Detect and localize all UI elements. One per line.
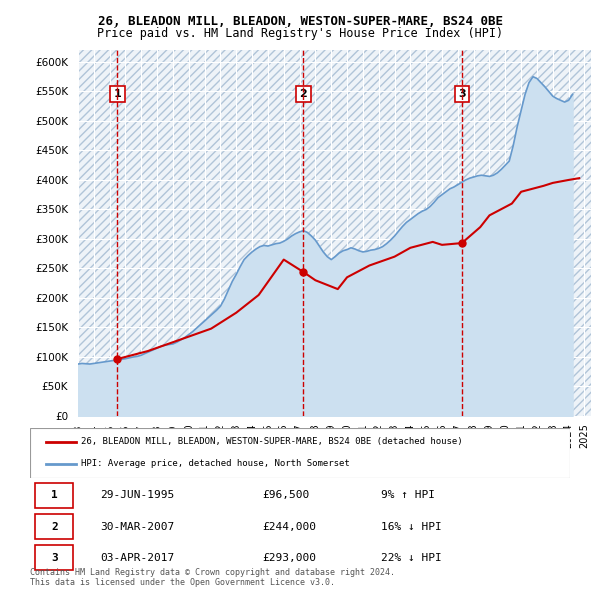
Text: Contains HM Land Registry data © Crown copyright and database right 2024.
This d: Contains HM Land Registry data © Crown c… (30, 568, 395, 587)
Text: £244,000: £244,000 (262, 522, 316, 532)
Text: £96,500: £96,500 (262, 490, 310, 500)
FancyBboxPatch shape (35, 483, 73, 508)
Text: 9% ↑ HPI: 9% ↑ HPI (381, 490, 435, 500)
Text: 3: 3 (458, 89, 466, 99)
Text: HPI: Average price, detached house, North Somerset: HPI: Average price, detached house, Nort… (82, 460, 350, 468)
Text: 29-JUN-1995: 29-JUN-1995 (100, 490, 175, 500)
Text: 3: 3 (51, 553, 58, 563)
Text: 2: 2 (299, 89, 307, 99)
Text: 30-MAR-2007: 30-MAR-2007 (100, 522, 175, 532)
FancyBboxPatch shape (30, 428, 570, 478)
FancyBboxPatch shape (35, 545, 73, 571)
Text: 1: 1 (113, 89, 121, 99)
Text: 2: 2 (51, 522, 58, 532)
FancyBboxPatch shape (35, 514, 73, 539)
Text: 22% ↓ HPI: 22% ↓ HPI (381, 553, 442, 563)
Text: £293,000: £293,000 (262, 553, 316, 563)
Text: 26, BLEADON MILL, BLEADON, WESTON-SUPER-MARE, BS24 0BE: 26, BLEADON MILL, BLEADON, WESTON-SUPER-… (97, 15, 503, 28)
Text: 1: 1 (51, 490, 58, 500)
Text: 03-APR-2017: 03-APR-2017 (100, 553, 175, 563)
Text: 26, BLEADON MILL, BLEADON, WESTON-SUPER-MARE, BS24 0BE (detached house): 26, BLEADON MILL, BLEADON, WESTON-SUPER-… (82, 437, 463, 446)
Text: Price paid vs. HM Land Registry's House Price Index (HPI): Price paid vs. HM Land Registry's House … (97, 27, 503, 40)
Text: 16% ↓ HPI: 16% ↓ HPI (381, 522, 442, 532)
